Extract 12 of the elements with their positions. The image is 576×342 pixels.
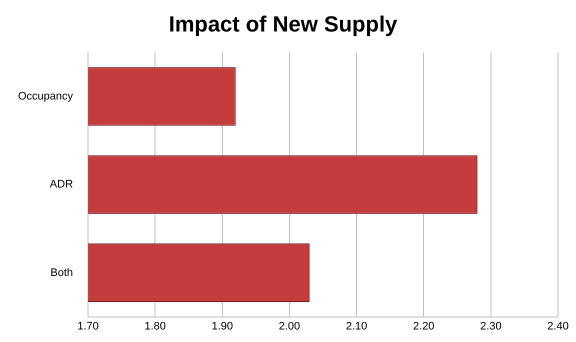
y-tick-label: ADR — [50, 178, 74, 191]
x-tick-label: 2.30 — [480, 320, 502, 332]
chart-title: Impact of New Supply — [168, 11, 398, 36]
x-tick-label: 1.80 — [144, 320, 166, 332]
y-tick-label: Both — [50, 266, 74, 279]
x-tick-label: 2.00 — [278, 320, 300, 332]
y-tick-label: Occupancy — [18, 90, 74, 102]
x-tick-label: 2.10 — [346, 320, 368, 332]
x-tick-label: 1.70 — [77, 320, 99, 332]
x-tick-label: 1.90 — [212, 320, 234, 332]
x-tick-label: 2.20 — [413, 320, 434, 332]
x-tick-label: 2.40 — [547, 320, 569, 332]
